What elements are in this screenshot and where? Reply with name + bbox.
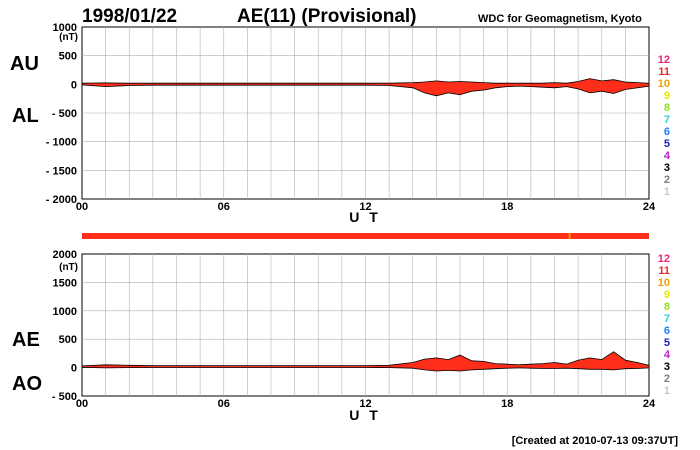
x-tick-label: 24 [643, 201, 656, 213]
station-legend-item: 9 [664, 289, 670, 301]
station-legend-item: 10 [658, 277, 670, 289]
x-tick-label: 18 [501, 398, 513, 410]
station-legend-item: 3 [664, 162, 670, 174]
data-availability-band [82, 233, 649, 239]
x-tick-label: 06 [218, 398, 230, 410]
au-al-area [81, 78, 650, 97]
ao-label: AO [12, 373, 42, 395]
bottom-y-ticks: 2000 1500 1000 500 0 - 500 [52, 249, 77, 403]
station-legend-item: 1 [664, 385, 670, 397]
al-label: AL [12, 105, 39, 127]
ae-ao-panel: 2000 1500 1000 500 0 - 500 00 06 12 18 24 (nT) AE… [12, 249, 656, 423]
top-xlabel: U T [349, 209, 381, 225]
y-tick-label: - 500 [52, 108, 77, 120]
band-marker [568, 233, 571, 239]
station-legend-item: 7 [664, 313, 670, 325]
y-tick-label: 1500 [53, 277, 77, 289]
au-al-panel: 1000 500 0 - 500 - 1000 - 1500 - 2000 00 06 12 18… [10, 22, 656, 225]
ae-label: AE [12, 329, 40, 351]
top-x-ticks: 00 06 12 18 24 [76, 201, 656, 213]
y-tick-label: - 500 [52, 391, 77, 403]
station-legend-item: 10 [658, 78, 670, 90]
station-legend-item: 2 [664, 174, 670, 186]
station-legend-item: 5 [664, 337, 670, 349]
x-tick-label: 18 [501, 201, 513, 213]
station-legend-item: 9 [664, 90, 670, 102]
y-tick-label: 0 [71, 363, 77, 375]
top-grid [82, 27, 649, 199]
station-legend-item: 11 [658, 66, 670, 78]
station-legend-item: 1 [664, 186, 670, 198]
bottom-unit-label: (nT) [59, 262, 78, 273]
y-tick-label: - 1000 [46, 137, 77, 149]
station-legend-item: 4 [664, 349, 671, 361]
station-legend-item: 3 [664, 361, 670, 373]
x-tick-label: 12 [359, 201, 371, 213]
x-tick-label: 24 [643, 398, 656, 410]
station-legend-item: 5 [664, 138, 670, 150]
au-label: AU [10, 53, 39, 75]
y-tick-label: - 2000 [46, 194, 77, 206]
station-legend-item: 2 [664, 373, 670, 385]
station-legend-item: 6 [664, 325, 670, 337]
source-label: WDC for Geomagnetism, Kyoto [478, 13, 642, 25]
station-legend-item: 6 [664, 126, 670, 138]
y-tick-label: 1000 [53, 306, 77, 318]
bottom-xlabel: U T [349, 407, 381, 423]
x-tick-label: 06 [218, 201, 230, 213]
top-unit-label: (nT) [59, 32, 78, 43]
y-tick-label: 500 [59, 334, 77, 346]
y-tick-label: 500 [59, 51, 77, 63]
y-tick-label: 2000 [53, 249, 77, 261]
x-tick-label: 12 [359, 398, 371, 410]
created-footer: [Created at 2010-07-13 09:37UT] [512, 435, 679, 447]
ae-ao-area [81, 351, 650, 372]
y-tick-label: 0 [71, 79, 77, 91]
y-tick-label: 1000 [53, 22, 77, 34]
station-legend-item: 8 [664, 102, 670, 114]
station-legend-item: 4 [664, 150, 671, 162]
bottom-grid [82, 254, 649, 396]
station-legend-item: 8 [664, 301, 670, 313]
chart-title: AE(11) (Provisional) [237, 6, 417, 27]
x-tick-label: 00 [76, 398, 88, 410]
bottom-x-ticks: 00 06 12 18 24 [76, 398, 656, 410]
top-y-ticks: 1000 500 0 - 500 - 1000 - 1500 - 2000 [46, 22, 77, 206]
station-legend-item: 7 [664, 114, 670, 126]
station-legend-item: 11 [658, 265, 670, 277]
y-tick-label: - 1500 [46, 165, 77, 177]
station-legend-item: 12 [658, 54, 670, 66]
station-legend-item: 12 [658, 253, 670, 265]
date-title: 1998/01/22 [82, 6, 177, 27]
x-tick-label: 00 [76, 201, 88, 213]
